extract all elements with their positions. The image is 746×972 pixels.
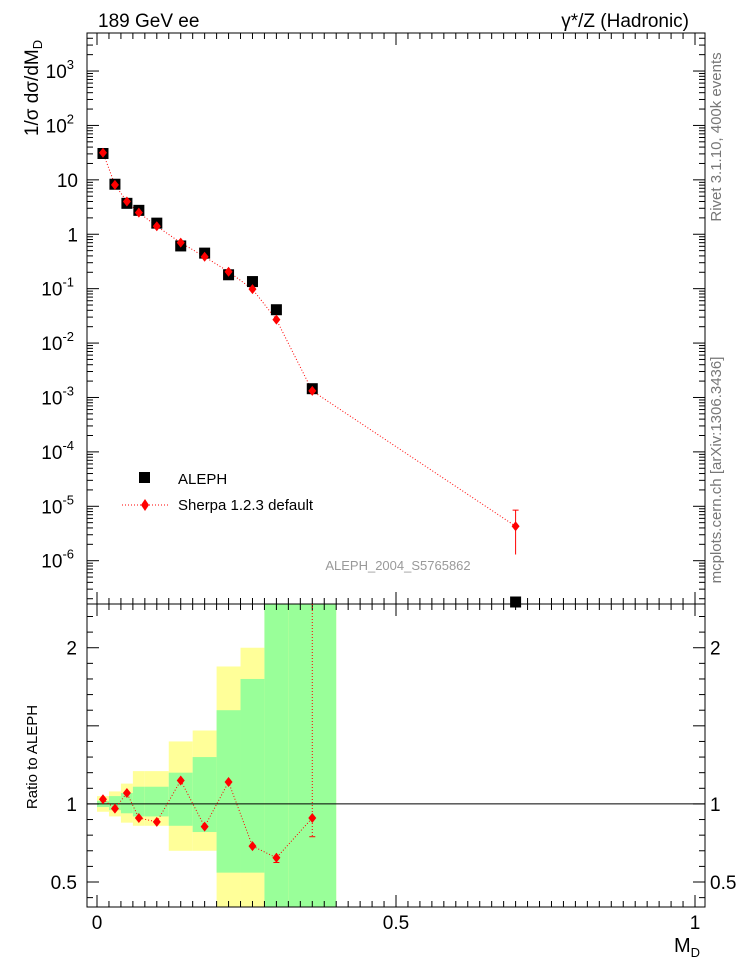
y-tick-label: 103: [46, 57, 74, 83]
ratio-uncertainty-bands: [97, 604, 337, 907]
legend-label-sherpa: Sherpa 1.2.3 default: [178, 497, 314, 514]
band-inner: [168, 772, 193, 826]
ratio-y-tick-label-right: 2: [710, 639, 721, 660]
main-ylabel: 1/σ dσ/dMD: [22, 40, 45, 136]
mcplots-label: mcplots.cern.ch [arXiv:1306.3436]: [708, 357, 725, 584]
sherpa-point: [98, 147, 107, 158]
y-tick-label: 10-6: [41, 547, 74, 573]
sherpa-point: [272, 314, 281, 325]
ratio-point: [248, 841, 257, 852]
y-tick-label: 10-2: [41, 329, 74, 355]
ratio-point: [224, 777, 233, 788]
svg-text:1/σ dσ/dMD: 1/σ dσ/dMD: [22, 40, 45, 136]
main-series: [97, 147, 522, 608]
sherpa-line: [102, 152, 516, 527]
y-tick-label: 102: [46, 111, 74, 137]
y-tick-label: 1: [67, 225, 78, 246]
ratio-point: [134, 812, 143, 823]
sherpa-point: [511, 521, 520, 532]
y-tick-label: 10-3: [41, 383, 74, 409]
ratio-y-tick-label: 0.5: [51, 873, 77, 894]
ratio-point: [122, 787, 131, 798]
sherpa-point: [134, 207, 143, 218]
legend: ALEPH Sherpa 1.2.3 default: [122, 471, 314, 514]
y-tick-label: 10-1: [41, 275, 74, 301]
band-inner: [288, 604, 337, 907]
ratio-point: [110, 803, 119, 814]
sherpa-point: [308, 385, 317, 396]
legend-label-aleph: ALEPH: [178, 471, 227, 488]
ratio-point: [176, 775, 185, 786]
sherpa-point: [248, 284, 257, 295]
rivet-label: Rivet 3.1.10, 400k events: [708, 52, 725, 221]
ratio-y-tick-label-right: 1: [710, 795, 721, 816]
ratio-point: [152, 816, 161, 827]
band-inner: [132, 786, 145, 817]
band-inner: [108, 796, 121, 811]
ratio-ylabel: Ratio to ALEPH: [24, 705, 41, 809]
sherpa-point: [122, 196, 131, 207]
band-inner: [120, 792, 133, 814]
ratio-y-tick-label: 1: [66, 795, 77, 816]
energy-title: 189 GeV ee: [98, 11, 199, 32]
ratio-point: [200, 821, 209, 832]
x-axis-label: MD: [674, 935, 700, 960]
y-tick-label: 10-4: [41, 438, 74, 464]
ratio-point: [272, 852, 281, 863]
sherpa-point: [200, 251, 209, 262]
band-inner: [192, 757, 217, 833]
band-inner: [216, 710, 241, 873]
svg-text:MD: MD: [674, 935, 700, 960]
band-inner: [240, 678, 265, 873]
band-inner: [144, 786, 169, 817]
aleph-point: [246, 276, 258, 288]
axis-ticks: [87, 32, 705, 907]
sherpa-point: [224, 266, 233, 277]
band-inner: [264, 604, 289, 907]
x-tick-label: 1: [690, 913, 701, 934]
legend-marker-sherpa: [141, 499, 149, 511]
ratio-point: [98, 794, 107, 805]
y-tick-label: 10-5: [41, 492, 74, 518]
ratio-y-tick-label: 2: [66, 639, 77, 660]
process-title: γ*/Z (Hadronic): [561, 11, 689, 32]
sherpa-point: [176, 237, 185, 248]
aleph-point: [510, 596, 522, 608]
x-tick-label: 0.5: [383, 913, 409, 934]
ratio-y-tick-label-right: 0.5: [710, 873, 736, 894]
analysis-id: ALEPH_2004_S5765862: [325, 558, 470, 573]
legend-marker-aleph: [139, 472, 150, 483]
x-tick-label: 0: [92, 913, 103, 934]
y-tick-label: 10: [57, 171, 78, 192]
ratio-point: [308, 812, 317, 823]
aleph-point: [270, 304, 282, 316]
sherpa-point: [110, 179, 119, 190]
sherpa-point: [152, 221, 161, 232]
main-frame: [86, 32, 706, 605]
ratio-series: [98, 604, 317, 863]
